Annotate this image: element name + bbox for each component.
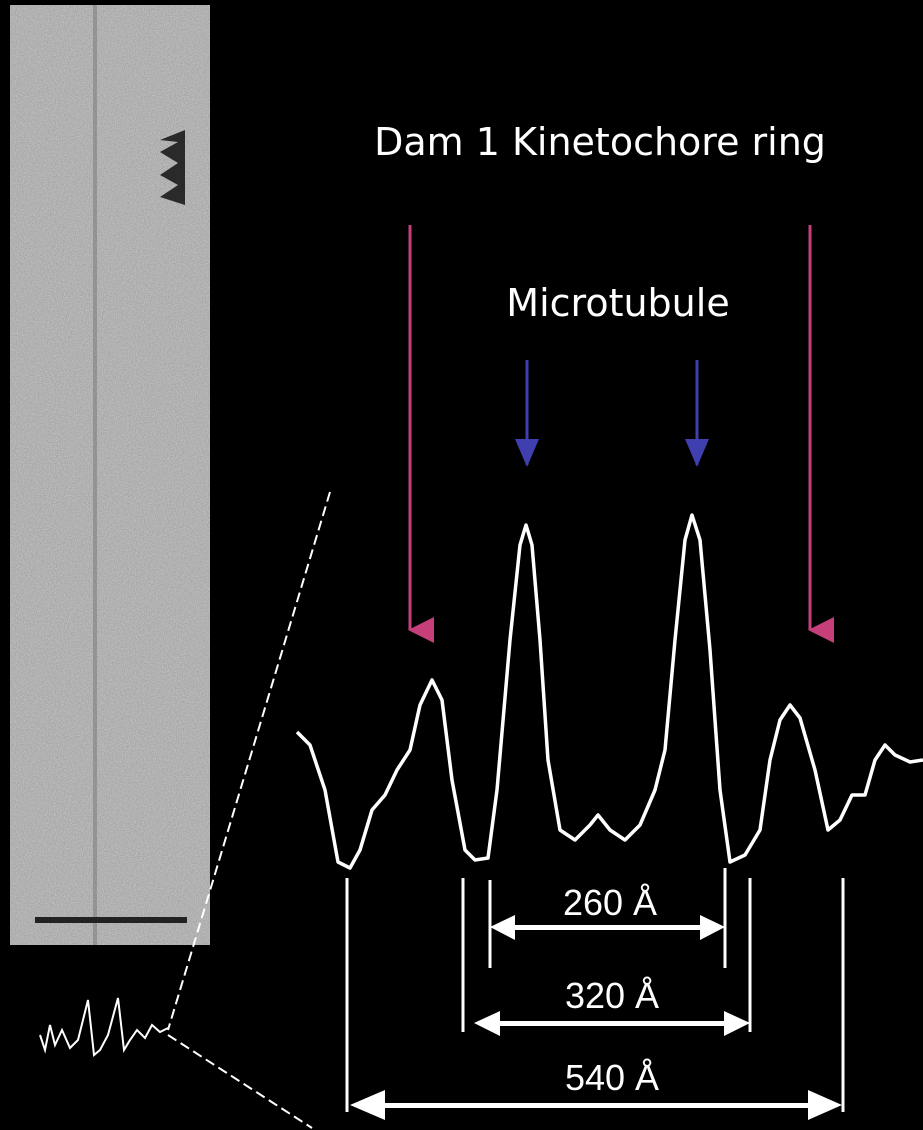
- microtubule-label: Microtubule: [506, 281, 729, 325]
- micrograph: [10, 5, 210, 945]
- measurement-label: 320 Å: [565, 975, 659, 1016]
- zoom-line: [168, 1035, 312, 1128]
- small-profile: [40, 998, 168, 1055]
- ring-label: Dam 1 Kinetochore ring: [374, 120, 826, 164]
- measurement-label: 540 Å: [565, 1057, 659, 1098]
- figure: Dam 1 Kinetochore ring Microtubule 260 Å…: [0, 0, 923, 1130]
- intensity-profile: [297, 515, 923, 868]
- measurement-label: 260 Å: [563, 882, 657, 923]
